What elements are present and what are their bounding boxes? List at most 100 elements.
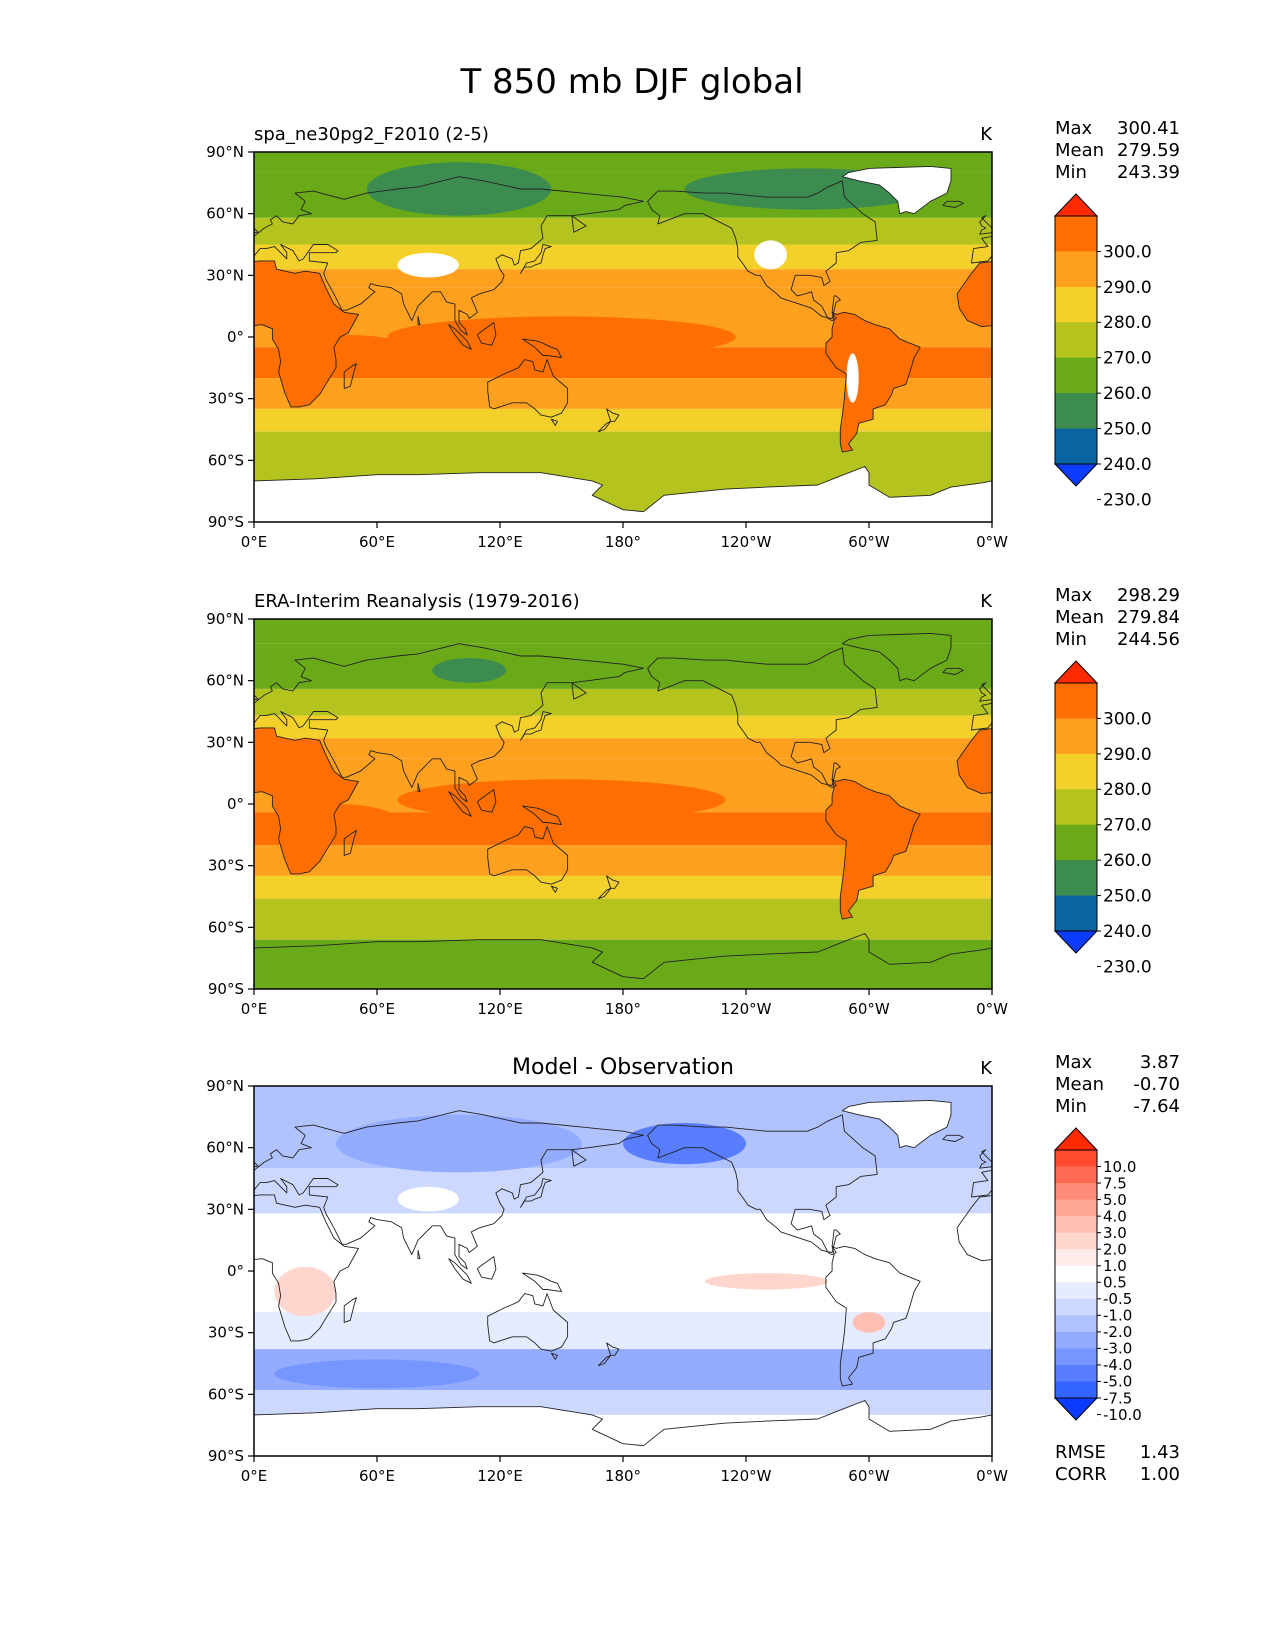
colorbar-segment (1055, 1249, 1097, 1267)
antarctica-masked (254, 466, 992, 522)
warm-pool (387, 316, 736, 358)
coastline-17 (942, 667, 964, 675)
greenland-masked (842, 1100, 951, 1148)
africa-warm-bias (274, 1266, 336, 1317)
colorbar-segment (1055, 286, 1097, 323)
colorbar-extend-min (1053, 463, 1099, 487)
obs-band-4 (254, 738, 992, 759)
coastline-8 (520, 711, 552, 741)
colorbar-tick-label: 4.0 (1103, 1207, 1127, 1225)
eurasia-cold-bias (336, 1114, 582, 1173)
map-axes: 0°E 60°E 120°E 180° 120°W 60°W 0°W 90°N 60°N 30°N… (206, 610, 1008, 1018)
colorbar-tick-label: 260.0 (1103, 384, 1152, 404)
coastline-12 (606, 1342, 620, 1356)
x-tick-label: 0°W (976, 1000, 1008, 1018)
obs-band-10 (254, 939, 992, 989)
stat-label: Min (1055, 629, 1087, 650)
colorbar-segment (1055, 393, 1097, 429)
colorbar-tick-label: 260.0 (1103, 851, 1152, 871)
obs-band-9 (254, 898, 992, 940)
tibet-masked (397, 1186, 459, 1212)
colorbar-tick-label: 3.0 (1103, 1224, 1127, 1242)
colorbar-tick-label: 1.0 (1103, 1257, 1127, 1275)
colorbar: 300.0 290.0 280.0 270.0 260.0 250.0 240.0 230.0 (1053, 193, 1152, 510)
coastline-4 (825, 1245, 921, 1387)
colorbar-extend-max (1053, 660, 1099, 684)
coastlines (254, 1099, 992, 1456)
coastline-0 (254, 727, 992, 875)
colorbar-segment (1055, 322, 1097, 359)
coastline-9 (448, 324, 472, 350)
coastline-15 (550, 885, 558, 893)
colorbar-tick-label: 0.5 (1103, 1274, 1127, 1292)
coastline-7 (254, 1149, 992, 1169)
model-band-9 (254, 431, 992, 465)
rockies-masked (754, 240, 787, 270)
y-tick-label: 90°N (206, 1077, 244, 1095)
stat-value: 1.43 (1140, 1442, 1180, 1463)
x-tick-label: 60°E (359, 1467, 395, 1485)
colorbar-tick-label: 230.0 (1103, 957, 1152, 977)
y-tick-label: 90°N (206, 143, 244, 161)
colorbar-tick-label: 240.0 (1103, 455, 1152, 475)
coastline-9 (448, 791, 472, 817)
x-tick-label: 120°W (721, 533, 772, 551)
y-tick-label: 30°S (208, 1324, 244, 1342)
colorbar-tick-label: -0.5 (1103, 1290, 1132, 1308)
stats-box: Max 3.87 Mean -0.70 Min -7.64 (1055, 1052, 1180, 1117)
coastline-16 (417, 315, 421, 326)
coastline-2 (487, 1293, 569, 1352)
coastline-9 (448, 1258, 472, 1284)
colorbar-tick-label: -3.0 (1103, 1340, 1132, 1358)
colorbar-tick-label: -7.5 (1103, 1389, 1132, 1407)
colorbar-tick-label: 280.0 (1103, 780, 1152, 800)
x-tick-label: 120°E (477, 533, 523, 551)
coastline-6 (254, 466, 992, 522)
colorbar-tick-label: 290.0 (1103, 745, 1152, 765)
coastline-6 (254, 933, 992, 989)
colorbar: 10.07.55.04.03.02.01.00.5-0.5-1.0-2.0-3.… (1053, 1127, 1142, 1424)
colorbar-segment (1055, 860, 1097, 896)
coastline-11 (522, 1272, 562, 1293)
colorbar-segment (1055, 1381, 1097, 1399)
y-tick-label: 30°S (208, 390, 244, 408)
y-tick-label: 60°S (208, 1385, 244, 1403)
coastline-15 (550, 1352, 558, 1360)
colorbar-segment (1055, 895, 1097, 932)
colorbar-tick-label: 290.0 (1103, 278, 1152, 298)
stat-value: 3.87 (1140, 1052, 1180, 1073)
x-tick-label: 60°W (848, 533, 890, 551)
obs-band-1 (254, 643, 992, 689)
siberian-cold-core (366, 162, 552, 216)
coastline-4 (825, 778, 921, 920)
model-band-4 (254, 269, 992, 288)
coastline-3 (647, 1114, 878, 1256)
colorbar-segment (1055, 789, 1097, 826)
stat-label: CORR (1055, 1464, 1107, 1485)
colorbar-segment (1055, 1348, 1097, 1366)
panel-difference: Model - Observation K 0°E 60°E 120°E 180° 12… (206, 1055, 1008, 1485)
colorbar-extend-min (1053, 930, 1099, 954)
stats-and-colorbar-observation: Max 298.29 Mean 279.84 Min 244.56 300.0 290.0 2… (1053, 585, 1180, 977)
coastline-1 (254, 176, 992, 336)
colorbar-segment (1055, 216, 1097, 252)
stat-value: -7.64 (1133, 1096, 1180, 1117)
greenland-masked (842, 166, 951, 214)
colorbar-tick-label: -1.0 (1103, 1307, 1132, 1325)
panel-title: ERA-Interim Reanalysis (1979-2016) (254, 591, 580, 612)
coastline-4 (825, 311, 921, 453)
tibet-masked (397, 252, 459, 278)
coastline-16 (417, 782, 421, 793)
panel-model: spa_ne30pg2_F2010 (2-5) K 0°E 60°E 120°E 18… (206, 124, 1008, 551)
stat-label: Max (1055, 1052, 1093, 1073)
antarctica-masked (254, 1400, 992, 1456)
y-tick-label: 90°S (208, 980, 244, 998)
colorbar-segment (1055, 1183, 1097, 1201)
coastline-2 (487, 826, 569, 885)
stat-value: 279.59 (1117, 140, 1180, 161)
coastline-5 (841, 1099, 952, 1149)
map-axes: 0°E 60°E 120°E 180° 120°W 60°W 0°W 90°N 60°N 30°N… (206, 1077, 1008, 1485)
coastline-10 (476, 322, 497, 346)
stat-label: Min (1055, 162, 1087, 183)
colorbar-segment (1055, 683, 1097, 719)
